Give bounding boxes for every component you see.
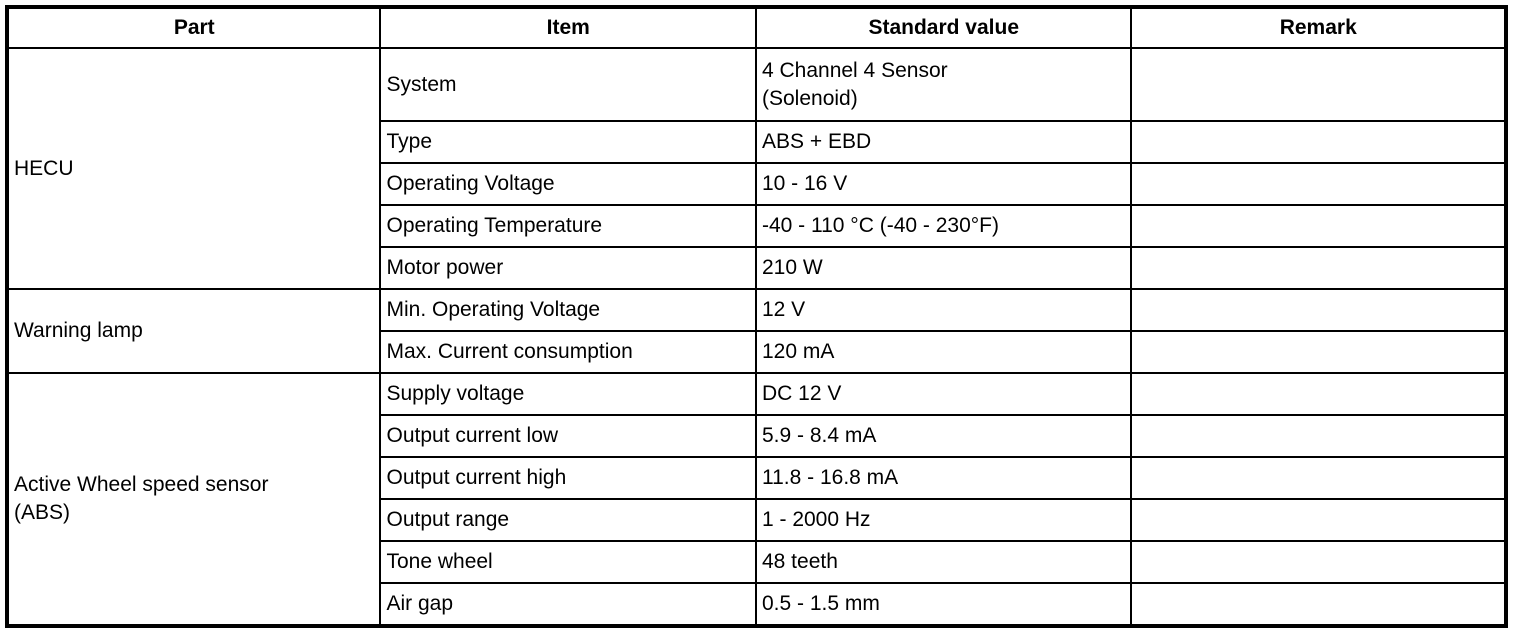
- item-cell: Max. Current consumption: [379, 330, 757, 374]
- header-row: Part Item Standard value Remark: [5, 6, 1507, 49]
- table-row: Motor power 210 W: [7, 246, 1507, 290]
- remark-cell: [1130, 330, 1507, 374]
- header-standard-value: Standard value: [754, 6, 1133, 49]
- table-row: Air gap 0.5 - 1.5 mm: [7, 582, 1507, 627]
- remark-cell: [1130, 540, 1507, 584]
- remark-cell: [1130, 456, 1507, 500]
- table-row: Max. Current consumption 120 mA: [7, 330, 1507, 374]
- table-row: Tone wheel 48 teeth: [7, 540, 1507, 584]
- part-cell: Active Wheel speed sensor (ABS): [5, 372, 382, 627]
- remark-cell: [1130, 162, 1507, 206]
- item-cell: Operating Temperature: [379, 204, 757, 248]
- item-cell: Operating Voltage: [379, 162, 757, 206]
- value-cell: 10 - 16 V: [754, 162, 1133, 206]
- table-row: Operating Temperature -40 - 110 °C (-40 …: [7, 204, 1507, 248]
- value-cell: 48 teeth: [754, 540, 1133, 584]
- item-cell: System: [379, 47, 757, 122]
- table-row: Warning lamp Min. Operating Voltage 12 V: [5, 288, 1507, 374]
- remark-cell: [1130, 498, 1507, 542]
- table-row: Output current high 11.8 - 16.8 mA: [7, 456, 1507, 500]
- remark-cell: [1130, 582, 1507, 627]
- value-cell: 5.9 - 8.4 mA: [754, 414, 1133, 458]
- value-cell: 210 W: [754, 246, 1133, 290]
- table-row: Operating Voltage 10 - 16 V: [7, 162, 1507, 206]
- item-cell: Motor power: [379, 246, 757, 290]
- header-remark: Remark: [1130, 6, 1507, 49]
- part-cell: Warning lamp: [5, 288, 382, 374]
- item-cell: Tone wheel: [379, 540, 757, 584]
- value-cell: 4 Channel 4 Sensor (Solenoid): [754, 47, 1133, 122]
- remark-cell: [1130, 246, 1507, 290]
- table-row: Type ABS + EBD: [7, 120, 1507, 164]
- table-row: Active Wheel speed sensor (ABS) Supply vo…: [5, 372, 1507, 627]
- part-cell: HECU: [5, 47, 382, 290]
- header-item: Item: [379, 6, 757, 49]
- remark-cell: [1130, 120, 1507, 164]
- remark-cell: [1130, 372, 1507, 416]
- item-cell: Output current high: [379, 456, 757, 500]
- value-cell: 1 - 2000 Hz: [754, 498, 1133, 542]
- table-row: Output range 1 - 2000 Hz: [7, 498, 1507, 542]
- item-cell: Supply voltage: [379, 372, 757, 416]
- item-cell: Min. Operating Voltage: [379, 288, 757, 332]
- value-cell: -40 - 110 °C (-40 - 230°F): [754, 204, 1133, 248]
- value-cell: DC 12 V: [754, 372, 1133, 416]
- value-cell: 12 V: [754, 288, 1133, 332]
- specification-table: Part Item Standard value Remark HECU Sys…: [5, 5, 1508, 628]
- remark-cell: [1130, 47, 1507, 122]
- item-cell: Output current low: [379, 414, 757, 458]
- header-part: Part: [5, 6, 382, 49]
- remark-cell: [1130, 288, 1507, 332]
- item-cell: Type: [379, 120, 757, 164]
- table-row: Output current low 5.9 - 8.4 mA: [7, 414, 1507, 458]
- part-line: (ABS): [14, 501, 71, 524]
- value-cell: 0.5 - 1.5 mm: [754, 582, 1133, 627]
- value-cell: 120 mA: [754, 330, 1133, 374]
- value-line: (Solenoid): [761, 86, 858, 110]
- item-cell: Output range: [379, 498, 757, 542]
- value-cell: ABS + EBD: [754, 120, 1133, 164]
- value-line: 4 Channel 4 Sensor: [761, 58, 948, 82]
- part-line: Active Wheel speed sensor: [14, 473, 269, 496]
- item-cell: Air gap: [379, 582, 757, 627]
- remark-cell: [1130, 204, 1507, 248]
- table-row: HECU System 4 Channel 4 Sensor (Solenoid): [5, 47, 1507, 290]
- remark-cell: [1130, 414, 1507, 458]
- value-cell: 11.8 - 16.8 mA: [754, 456, 1133, 500]
